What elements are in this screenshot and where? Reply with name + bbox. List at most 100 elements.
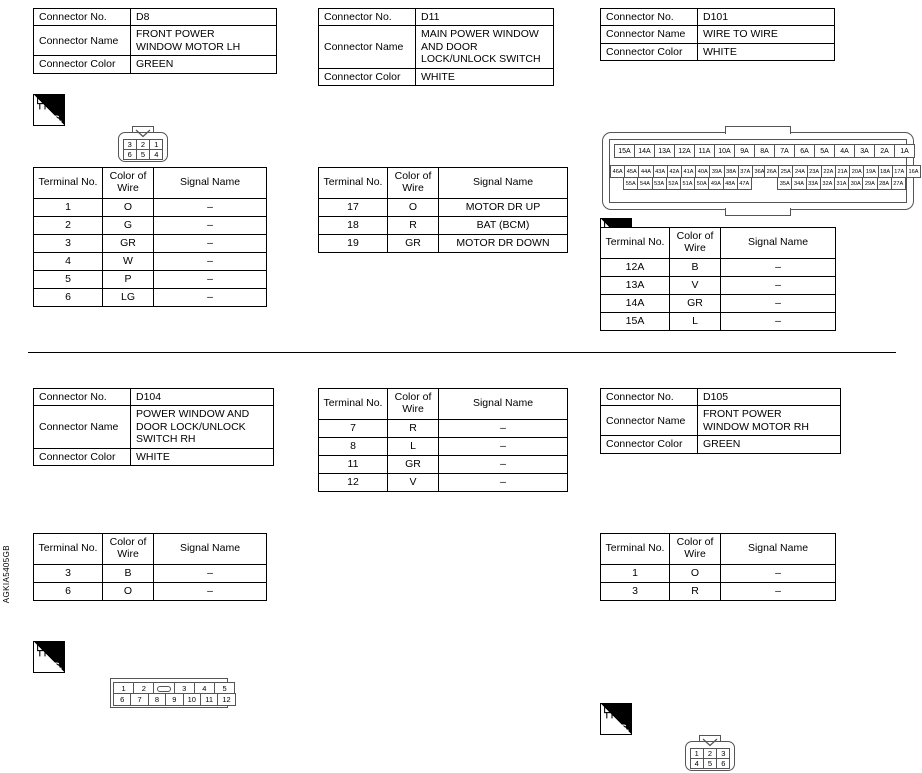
pin-cell: 29A [862, 177, 878, 190]
pin-cell: 10A [714, 144, 735, 158]
table-row: Connector No. D105 [600, 387, 841, 407]
pin-cell: 34A [791, 177, 807, 190]
pin-cell: 35A [777, 177, 793, 190]
header-color-of-wire: Color of Wire [102, 167, 154, 199]
connector-face-d105: 1 2 3 4 5 6 [685, 735, 737, 773]
connector-block-d105: Connector No. D105 Connector Name FRONT … [600, 387, 841, 454]
value-connector-no: D104 [130, 387, 274, 407]
table-row: Connector No. D101 [600, 7, 835, 27]
connector-glyph-icon [37, 97, 53, 110]
connector-info-table-d8: Connector No. D8 Connector Name FRONT PO… [33, 7, 277, 74]
pin-cell: 11A [694, 144, 715, 158]
pin-cell: 5 [702, 757, 718, 769]
pin-cell: 51A [679, 177, 696, 190]
cell-terminal: 15A [600, 311, 670, 331]
connector-info-table-d101: Connector No. D101 Connector Name WIRE T… [600, 7, 835, 62]
cell-signal: – [720, 311, 836, 331]
cell-wire: B [669, 257, 721, 277]
cell-terminal: 18 [318, 215, 388, 235]
pin-cell: 8 [147, 693, 167, 706]
connector-block-d104: Connector No. D104 Connector Name POWER … [33, 387, 274, 466]
cell-terminal: 6 [33, 287, 103, 307]
page-reference-code: AGKIA5405GB [2, 545, 11, 604]
cell-signal: MOTOR DR DOWN [438, 233, 568, 253]
header-terminal-no: Terminal No. [600, 533, 670, 565]
table-row: 1 O – [33, 197, 267, 217]
cell-signal: – [438, 454, 568, 474]
cell-signal: – [153, 563, 267, 583]
table-row: 3 R – [600, 581, 836, 601]
hs-label: H.S. [611, 723, 629, 734]
header-signal-name: Signal Name [720, 533, 836, 565]
label-connector-no: Connector No. [33, 387, 131, 407]
pin-cell: 10 [182, 693, 201, 706]
header-signal-name: Signal Name [153, 167, 267, 199]
pin-cell: 55A [623, 177, 639, 190]
value-connector-color: GREEN [697, 435, 841, 454]
table-row: Connector Name FRONT POWER WINDOW MOTOR … [33, 25, 277, 57]
cell-signal: – [720, 275, 836, 295]
table-row: 4 W – [33, 251, 267, 271]
table-row: 11 GR – [318, 454, 568, 474]
terminal-table-d101: Terminal No. Color of Wire Signal Name 12… [600, 227, 836, 331]
pin-cell: 9A [734, 144, 755, 158]
cell-terminal: 3 [33, 563, 103, 583]
table-row: 19 GR MOTOR DR DOWN [318, 233, 568, 253]
pin-cell: 7A [774, 144, 795, 158]
pin-cell: 33A [805, 177, 821, 190]
table-row: 13A V – [600, 275, 836, 295]
cell-wire: GR [669, 293, 721, 313]
cell-wire: R [387, 215, 439, 235]
pin-row-bottom-d104: 6 7 8 9 10 11 12 [113, 693, 236, 706]
pin-cell: 50A [694, 177, 710, 190]
table-header-row: Terminal No. Color of Wire Signal Name [318, 167, 568, 199]
header-color-of-wire: Color of Wire [387, 167, 439, 199]
cell-terminal: 11 [318, 454, 388, 474]
pin-cell: 9 [165, 693, 184, 706]
value-connector-no: D8 [130, 7, 277, 27]
connector-face-d101: 15A 14A 13A 12A 11A 10A 9A 8A 7A 6A 5A 4… [602, 126, 922, 216]
table-header-row: Terminal No. Color of Wire Signal Name [600, 227, 836, 259]
table-row: Connector Color WHITE [600, 42, 835, 62]
pin-cell: 47A [736, 177, 752, 190]
connector-glyph-icon [37, 644, 53, 657]
pin-cell: 48A [722, 177, 738, 190]
cell-wire: O [387, 197, 439, 217]
table-row: 14A GR – [600, 293, 836, 313]
pin-cell: 52A [665, 177, 681, 190]
label-connector-name: Connector Name [318, 25, 416, 69]
cell-signal: – [720, 257, 836, 277]
pin-cell: 15A [614, 144, 635, 158]
label-connector-name: Connector Name [33, 25, 131, 57]
connector-glyph-icon [604, 706, 620, 719]
cell-wire: GR [387, 233, 439, 253]
cell-wire: L [669, 311, 721, 331]
label-connector-color: Connector Color [33, 447, 131, 466]
table-row: Connector Name MAIN POWER WINDOW AND DOO… [318, 25, 554, 69]
pin-cell: 12A [674, 144, 695, 158]
cell-wire: O [669, 563, 721, 583]
cell-wire: B [102, 563, 154, 583]
cell-wire: LG [102, 287, 154, 307]
pin-grid-d8: 3 2 1 6 5 4 [122, 138, 164, 160]
header-color-of-wire: Color of Wire [102, 533, 154, 565]
pin-cell: 6 [113, 693, 132, 706]
header-signal-name: Signal Name [438, 388, 568, 420]
label-connector-color: Connector Color [600, 42, 698, 62]
table-row: 17 O MOTOR DR UP [318, 197, 568, 217]
cell-signal: – [153, 287, 267, 307]
cell-terminal: 3 [33, 233, 103, 253]
pin-cell: 54A [637, 177, 653, 190]
table-header-row: Terminal No. Color of Wire Signal Name [318, 388, 568, 420]
pin-cell: 28A [876, 177, 892, 190]
connector-latch-top [725, 126, 791, 134]
cell-terminal: 12 [318, 472, 388, 492]
value-connector-color: WHITE [130, 447, 274, 466]
label-connector-no: Connector No. [33, 7, 131, 27]
pin-cell: 11 [199, 693, 219, 706]
cell-wire: R [387, 418, 439, 438]
header-terminal-no: Terminal No. [318, 167, 388, 199]
table-header-row: Terminal No. Color of Wire Signal Name [33, 167, 267, 199]
